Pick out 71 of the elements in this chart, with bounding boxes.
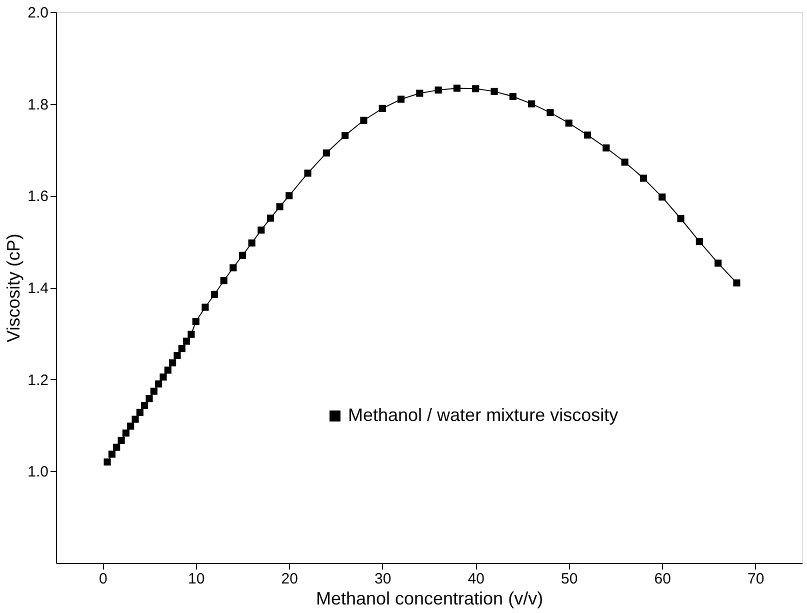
point: [178, 345, 186, 352]
point: [397, 96, 405, 103]
x-tick-label: 60: [654, 570, 671, 588]
x-tick-label: 70: [748, 570, 764, 588]
point: [677, 215, 684, 222]
point: [192, 318, 200, 326]
x-tick-label: 30: [374, 570, 392, 588]
point: [304, 170, 312, 177]
point: [453, 84, 461, 92]
point: [155, 380, 162, 388]
y-tick-label: 1.0: [28, 464, 48, 481]
point: [696, 238, 703, 246]
point: [266, 214, 274, 222]
y-tick-label: 2.0: [28, 4, 48, 22]
point: [546, 109, 554, 116]
point: [714, 260, 722, 267]
point: [127, 422, 134, 430]
x-tick-label: 0: [98, 570, 108, 588]
point: [640, 174, 648, 182]
point: [276, 203, 284, 210]
y-axis-title: Viscosity (cP): [4, 234, 24, 342]
point: [565, 120, 572, 127]
point: [360, 116, 368, 124]
point: [258, 226, 265, 234]
y-tick-label: 1.4: [28, 280, 48, 297]
y-tick-label: 1.2: [28, 372, 48, 389]
y-tick-label: 1.6: [28, 188, 48, 206]
x-tick-label: 10: [188, 570, 205, 588]
point: [490, 88, 498, 95]
point: [509, 92, 516, 100]
point: [164, 366, 172, 374]
point: [584, 132, 592, 139]
point: [621, 158, 628, 166]
x-axis-title: Methanol concentration (v/v): [316, 588, 544, 608]
point: [342, 132, 349, 140]
point: [122, 430, 130, 437]
x-tick-label: 40: [468, 570, 484, 588]
x-tick-label: 20: [281, 570, 298, 588]
point: [248, 239, 256, 246]
point: [210, 290, 218, 298]
x-tick-label: 50: [561, 570, 578, 588]
point: [238, 252, 246, 259]
point: [416, 90, 424, 97]
legend-label: Methanol / water mixture viscosity: [348, 405, 618, 425]
point: [150, 388, 158, 395]
point: [146, 395, 153, 402]
point: [602, 144, 610, 152]
point: [136, 408, 144, 416]
point: [183, 338, 190, 345]
point: [528, 100, 536, 108]
point: [286, 192, 293, 200]
point: [160, 374, 167, 381]
point: [188, 330, 195, 338]
point: [118, 436, 125, 444]
point: [322, 149, 330, 156]
point: [378, 104, 386, 112]
point: [108, 450, 116, 458]
y-tick-label: 1.8: [28, 96, 48, 114]
point: [658, 194, 666, 201]
point: [202, 304, 209, 311]
point: [472, 85, 480, 92]
point: [174, 352, 181, 359]
point: [141, 402, 148, 410]
point: [132, 416, 139, 423]
point: [104, 458, 111, 466]
point: [434, 86, 442, 94]
point: [113, 444, 120, 451]
point: [733, 279, 740, 286]
point: [220, 277, 228, 284]
point: [230, 264, 237, 272]
point: [169, 359, 176, 366]
